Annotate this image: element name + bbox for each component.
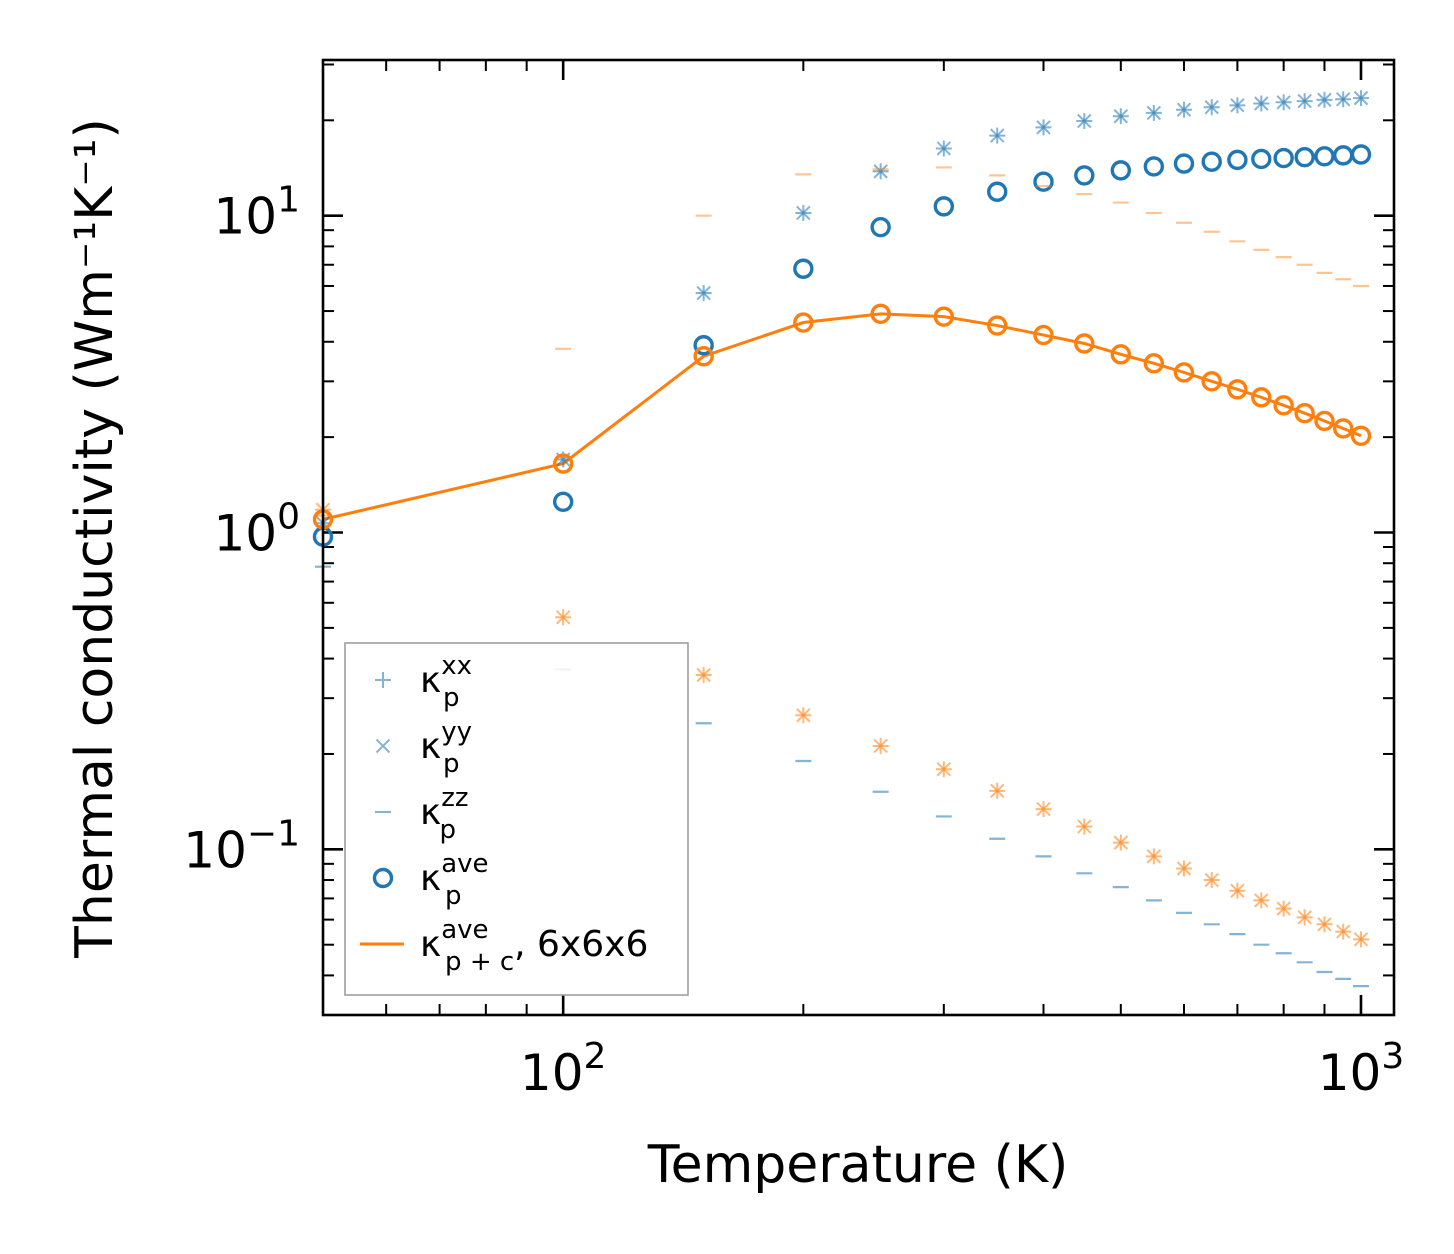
series-7-point [987,315,1008,336]
series-3-point [552,491,574,513]
series-3-point [793,258,814,279]
series-1-point [1230,98,1245,113]
series-layer [312,90,1372,988]
series-5-point [1230,883,1245,898]
series-5-point [1036,801,1051,817]
y-tick-label: 101 [213,180,300,246]
series-5-point [1297,910,1312,925]
series-7-point [552,453,574,474]
series-3-point [693,335,714,356]
series-3-point [870,216,891,238]
series-7-point [1251,387,1272,408]
legend-entry-label: κzz p [420,783,469,845]
x-axis-label: Temperature (K) [647,1135,1069,1195]
series-1-point [1146,105,1162,121]
series-3-point [1350,144,1372,165]
minor-ticks [322,60,1394,1016]
series-7-point [1273,395,1294,416]
series-7-point [1350,425,1372,446]
series-5-point [1077,819,1092,834]
series-1-point [1317,92,1332,108]
legend-frame [344,642,689,996]
series-7-point [1143,353,1165,374]
series-1-point [696,285,711,301]
series-7-point [1333,418,1354,439]
y-axis-label: Thermal conductivity (Wm⁻¹K⁻¹) [65,118,125,959]
series-3-point [1294,146,1315,168]
series-7-point [870,303,891,325]
series-3-point [1074,165,1095,186]
series-1-point [1335,92,1351,107]
series-3-point [1314,146,1335,167]
series-1-point [1353,90,1369,106]
series-5-point [936,762,952,777]
series-5-point [555,610,571,625]
series-1-point [1254,96,1269,111]
series-1-point [990,128,1005,143]
series-7-point [1074,333,1095,354]
series-5-point [1335,924,1351,939]
series-line-kappa-pc-ave [322,312,1362,521]
series-1-point [1276,95,1291,110]
series-5-point [1276,901,1291,916]
series-7-point [1033,324,1054,346]
series-1-point [1176,102,1192,117]
x-tick-label: 102 [520,1036,607,1102]
series-1-point [1297,93,1312,109]
legend-entry-label: κave p [420,849,489,911]
tick-labels: 102 103 10−1 100 101 [183,180,1404,1102]
legend-marker [372,867,394,889]
legend-entry-label: κyy p [420,717,472,779]
series-3-point [1273,147,1294,169]
y-tick-label: 10−1 [183,813,300,879]
series-3-point [1227,149,1248,171]
series-5-point [1353,932,1369,947]
series-5-point [796,708,811,723]
y-tick-label: 100 [213,497,300,563]
series-7-point [693,346,714,367]
series-5-point [1204,872,1219,888]
series-5-point [873,738,888,754]
series-3-point [1110,160,1132,181]
plot-frame [321,58,1396,1017]
series-1-point [1077,113,1092,129]
series-1-point [1036,120,1051,135]
series-3-point [933,196,955,217]
series-1-point [873,164,888,179]
series-7-point [1227,379,1248,400]
series-7-point [1294,402,1315,424]
series-3-point [1033,171,1054,192]
series-1-point [936,141,952,156]
series-7-point [793,312,814,333]
series-1-point [1113,109,1129,124]
series-3-point [987,181,1008,202]
legend-marker [375,738,391,754]
major-ticks [323,60,1394,1015]
series-1-point [796,205,811,221]
series-7-point [933,306,955,327]
series-7-point [1110,344,1132,365]
series-5-point [990,783,1005,799]
series-5-point [1176,861,1192,876]
series-7-point [1173,362,1195,383]
series-5-point [1254,893,1269,908]
series-7-point [1314,410,1335,432]
series-5-point [1146,849,1162,864]
series-3-point [1251,148,1272,170]
series-1-point [1204,99,1219,115]
legend-entry-label: κxx p [420,651,472,713]
series-5-point [1113,835,1129,850]
series-5-point [1317,917,1332,932]
x-tick-label: 103 [1318,1036,1405,1102]
legend-marker [375,672,391,688]
series-5-point [696,667,711,683]
series-7-point [1201,371,1222,392]
legend-entry-label: κave p + c, 6x6x6 [420,915,648,977]
series-3-point [1201,151,1222,172]
series-3-point [1173,153,1195,174]
series-3-point [1143,156,1165,177]
